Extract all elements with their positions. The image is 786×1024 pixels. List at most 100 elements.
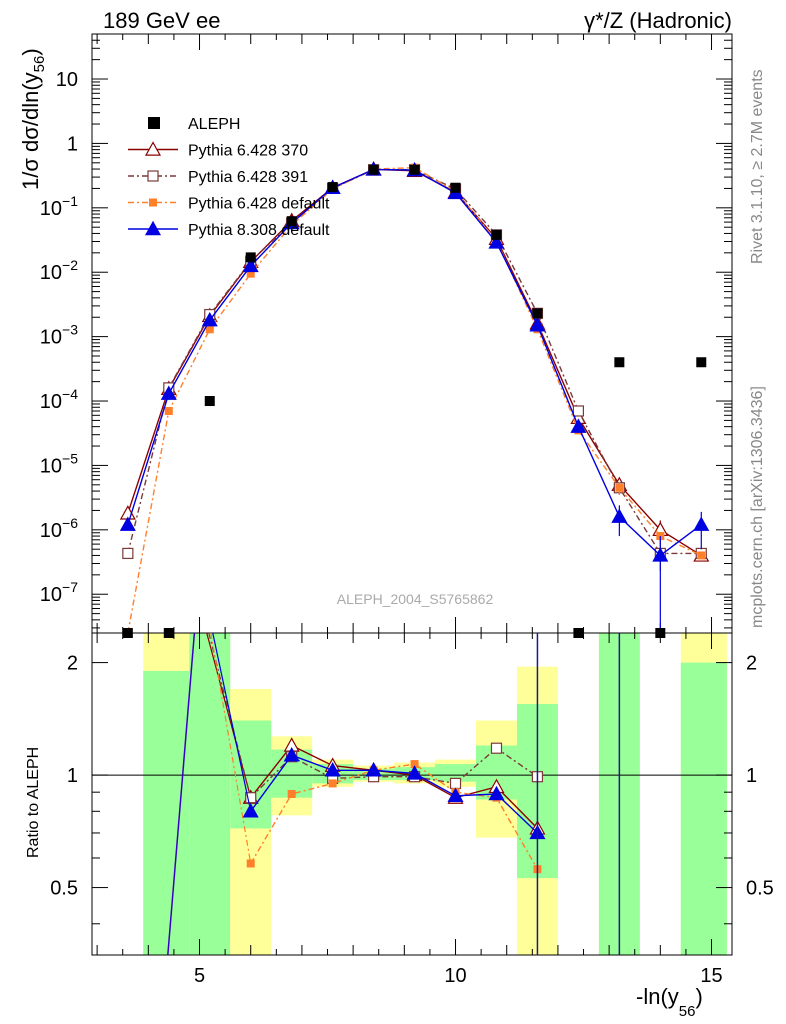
y-tick-label: 10−2: [40, 257, 78, 284]
legend-item: Pythia 6.428 370: [128, 141, 308, 160]
legend-item: Pythia 6.428 391: [128, 169, 308, 186]
x-tick-label: 5: [194, 965, 205, 987]
data-point: [164, 406, 173, 415]
legend-label: Pythia 6.428 370: [188, 143, 308, 160]
ratio-uncertainty-bands: [143, 633, 727, 955]
ratio-y-tick-label-right: 2: [746, 653, 757, 675]
data-point: [529, 317, 546, 332]
ratio-y-tick-label: 0.5: [50, 878, 78, 900]
aleph-data-point: [286, 216, 297, 227]
ratio-band-green: [143, 670, 190, 955]
aleph-data-point: [573, 628, 584, 638]
ratio-line: [250, 754, 538, 834]
legend-item: ALEPH: [148, 116, 240, 133]
data-point: [570, 418, 587, 433]
aleph-data-point: [368, 164, 379, 175]
aleph-data-point: [450, 182, 461, 193]
y-tick-label: 10−7: [40, 579, 78, 606]
ratio-band-green: [435, 764, 476, 782]
mcplots-label: mcplots.cern.ch [arXiv:1306.3436]: [749, 386, 766, 628]
aleph-data-point: [614, 357, 625, 368]
data-point: [652, 547, 669, 562]
data-point: [201, 311, 218, 327]
data-point: [488, 234, 505, 249]
ratio-point: [410, 760, 419, 769]
legend-label: Pythia 6.428 391: [188, 169, 308, 186]
ratio-y-tick-label-right: 1: [746, 765, 757, 787]
ratio-point: [490, 742, 503, 754]
main-y-axis-title: 1/σ dσ/dln(y56): [18, 48, 48, 190]
aleph-data-point: [163, 628, 174, 638]
legend-label: Pythia 6.428 default: [188, 196, 330, 213]
x-axis-title: -ln(y56): [636, 984, 703, 1020]
axes: 5 10 15 10−7 10−6 10−5 10−4 10−3 10−2 10−1 1 10 0.5 0…: [40, 33, 774, 987]
y-tick-label: 1: [67, 133, 78, 155]
main-series-group: [119, 161, 710, 638]
legend-marker: [147, 170, 159, 182]
data-point: [205, 325, 214, 334]
legend-label: ALEPH: [188, 116, 240, 133]
legend-item: Pythia 8.308 default: [128, 220, 330, 239]
header-right-label: γ*/Z (Hadronic): [584, 8, 732, 33]
ratio-plot-frame: [91, 632, 733, 956]
y-tick-label: 10−5: [40, 450, 78, 477]
ratio-lead-line: [210, 632, 252, 864]
legend-marker: [144, 220, 162, 236]
data-point: [246, 269, 255, 278]
legend-marker: [144, 141, 162, 156]
ratio-steep-line: [167, 632, 196, 956]
ratio-point: [245, 792, 257, 804]
ratio-y-axis-title: Ratio to ALEPH: [25, 747, 42, 858]
aleph-data-point: [409, 164, 420, 175]
aleph-data: [122, 164, 707, 638]
ratio-band-green: [680, 662, 727, 955]
legend-label: Pythia 8.308 default: [188, 222, 330, 239]
ratio-y-tick-label-right: 0.5: [746, 878, 774, 900]
header-left-label: 189 GeV ee: [103, 8, 220, 33]
ratio-line: [250, 763, 539, 870]
aleph-data-point: [122, 628, 133, 638]
aleph-data-point: [204, 396, 215, 407]
ratio-y-tick-label: 1: [67, 765, 78, 787]
ratio-point: [324, 762, 341, 777]
ratio-point: [328, 779, 337, 788]
series-line: [127, 169, 702, 555]
ratio-point: [246, 859, 255, 868]
data-point: [693, 516, 710, 531]
data-point: [572, 405, 585, 417]
data-point: [122, 547, 134, 560]
legend-item: Pythia 6.428 default: [128, 196, 330, 213]
data-point: [697, 551, 706, 560]
data-point: [160, 385, 177, 400]
ratio-series-group: [167, 632, 621, 956]
data-point: [242, 257, 259, 273]
aleph-data-point: [655, 628, 666, 638]
y-tick-label: 10: [56, 69, 78, 91]
ratio-point: [449, 777, 462, 790]
data-point: [611, 508, 628, 523]
analysis-id-label: ALEPH_2004_S5765862: [337, 591, 494, 607]
ratio-point: [283, 747, 300, 762]
ratio-point: [488, 785, 505, 801]
data-point: [119, 516, 136, 531]
ratio-point: [242, 803, 259, 818]
ratio-point: [287, 789, 296, 798]
ratio-point: [406, 765, 423, 780]
y-tick-label: 10−3: [40, 322, 78, 349]
aleph-data-point: [696, 357, 707, 368]
ratio-extras: [167, 632, 621, 956]
ratio-band-green: [189, 633, 231, 955]
ratio-lead-line: [212, 632, 252, 812]
data-point: [615, 483, 624, 492]
ratio-point: [447, 787, 464, 803]
legend-marker: [148, 117, 160, 129]
x-tick-label: 10: [444, 965, 466, 987]
rivet-version-label: Rivet 3.1.10, ≥ 2.7M events: [749, 69, 766, 264]
aleph-data-point: [532, 308, 543, 319]
legend: ALEPH Pythia 6.428 370 Pythia 6.428 391 Pyt…: [128, 116, 330, 239]
aleph-data-point: [245, 252, 256, 263]
ratio-line: [250, 744, 538, 829]
ratio-point: [365, 762, 382, 777]
y-tick-label: 10−6: [40, 515, 78, 542]
